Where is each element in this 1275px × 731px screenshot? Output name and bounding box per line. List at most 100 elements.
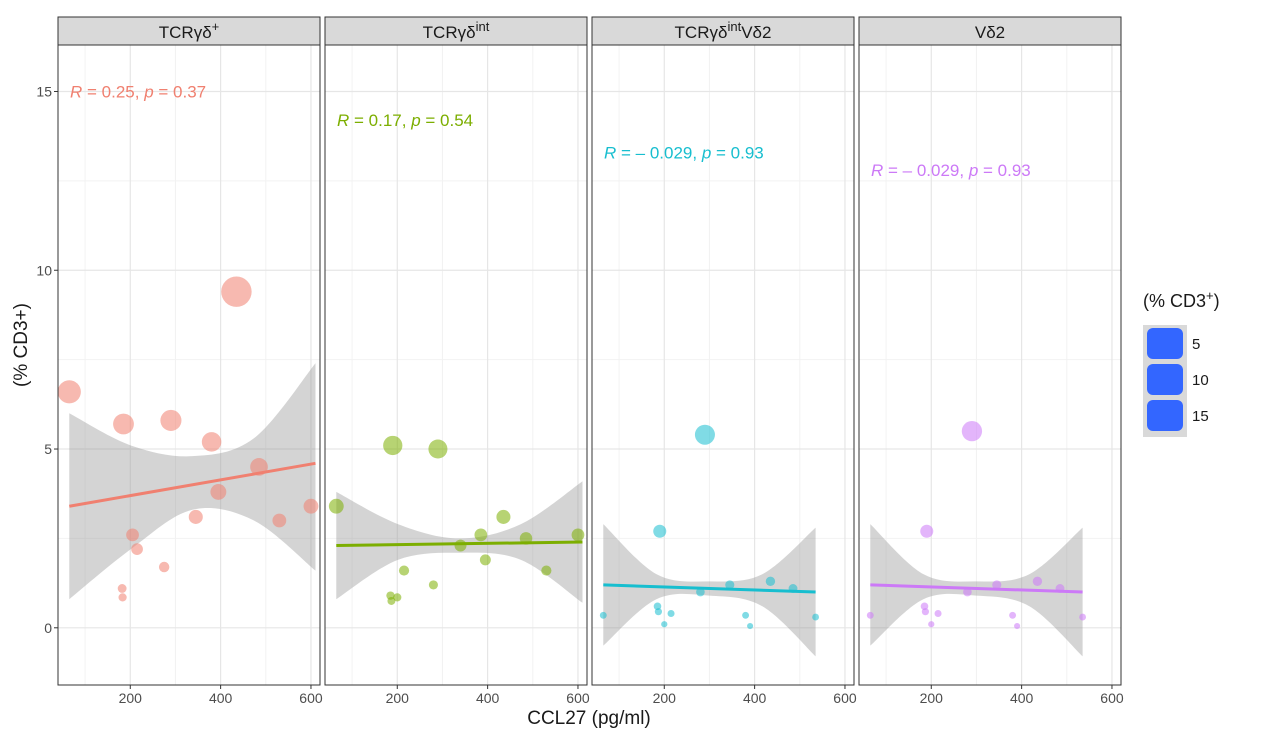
strip-sup: + [212,19,220,34]
data-point [188,509,203,524]
panel-border [858,44,1122,686]
data-point [1032,576,1043,587]
data-point [158,561,170,573]
data-point [571,528,585,542]
panel-strip-label: Vδ2 [975,23,1005,42]
x-tick-label: 600 [566,690,590,706]
panel-strip-label: TCRγδ+ [159,19,220,42]
data-point [765,576,776,587]
data-point [221,276,252,307]
strip-base: TCRγδ [675,23,728,42]
data-point [118,593,127,602]
x-tick-label: 200 [920,690,944,706]
confidence-band [870,524,1083,657]
correlation-annotation: R = 0.25, p = 0.37 [70,82,206,101]
data-point [398,565,410,576]
data-point [661,621,668,628]
stat-r-value: = 0.17, [349,111,411,130]
data-point [541,565,552,576]
data-point [747,622,754,630]
data-point [920,602,929,611]
data-point [1014,622,1021,630]
stat-p-value: = 0.93 [711,143,763,162]
panel-strip [858,16,1122,46]
data-point [928,621,935,628]
legend-key [1147,328,1183,359]
data-point [1079,613,1086,621]
x-tick-label: 400 [476,690,500,706]
stat-p: p [701,143,711,162]
data-point [742,611,750,619]
legend-key [1147,400,1183,431]
stat-r: R [604,143,616,162]
data-point [654,608,662,616]
panel-background [859,45,1121,685]
data-point [694,424,715,445]
data-point [387,597,396,605]
data-point [653,524,667,538]
data-point [963,587,972,597]
strip-base: Vδ2 [975,23,1005,42]
x-tick-label: 200 [386,690,410,706]
data-point [272,513,287,528]
legend-label: 15 [1192,408,1209,425]
stat-p: p [968,161,978,180]
data-point [653,602,662,611]
data-point [303,498,319,514]
data-point [479,554,491,566]
data-point [131,543,143,555]
y-tick-label: 5 [44,441,52,457]
legend-key [1147,364,1183,395]
data-point [393,593,402,602]
data-point [160,409,182,431]
data-point [496,509,511,524]
stat-r-value: = – 0.029, [883,161,969,180]
data-point [383,435,403,456]
stat-r: R [871,161,883,180]
gridlines [325,45,587,685]
panel-border [57,44,321,686]
y-tick-label: 15 [36,83,52,99]
panel-border [324,44,588,686]
axes-layer: 200 400 600 200 400 600 200 400 600 200 400 600 0 5 10… [11,83,1124,729]
x-tick-label: 600 [1100,690,1124,706]
points [57,276,319,602]
legend-label: 10 [1192,372,1209,389]
strip-tail: Vδ2 [741,23,771,42]
data-point [866,611,874,619]
legend: (% CD3+) 5 10 15 [1143,288,1220,437]
points [866,420,1086,630]
x-tick-label: 600 [833,690,857,706]
regression-line [336,540,583,548]
panel-strip [324,16,588,46]
data-point [667,609,675,618]
data-point [474,528,488,542]
data-point [117,584,127,593]
data-point [599,611,607,619]
correlation-annotation: R = – 0.029, p = 0.93 [871,161,1031,180]
panel-2: TCRγδint R = 0.17, p = 0.54 [324,16,588,686]
stat-p: p [143,82,153,101]
panel-background [592,45,854,685]
x-tick-label: 400 [743,690,767,706]
stat-r-value: = – 0.029, [616,143,702,162]
x-tick-label: 400 [209,690,233,706]
legend-title-sup: + [1206,288,1214,303]
panel-background [58,45,320,685]
panel-3: TCRγδintVδ2 R = – 0.029, p = 0.93 [591,16,855,686]
panel-background [325,45,587,685]
data-point [961,420,983,442]
stat-r: R [337,111,349,130]
data-point [113,413,134,435]
data-point [454,539,467,552]
panel-1: TCRγδ+ R = 0.25, p = 0.37 [57,16,321,686]
strip-sup: int [727,19,741,34]
panel-strip [591,16,855,46]
panel-strip-label: TCRγδintVδ2 [675,19,772,42]
stat-r: R [70,82,82,101]
data-point [921,608,929,616]
points [328,435,585,605]
strip-sup: int [476,19,490,34]
